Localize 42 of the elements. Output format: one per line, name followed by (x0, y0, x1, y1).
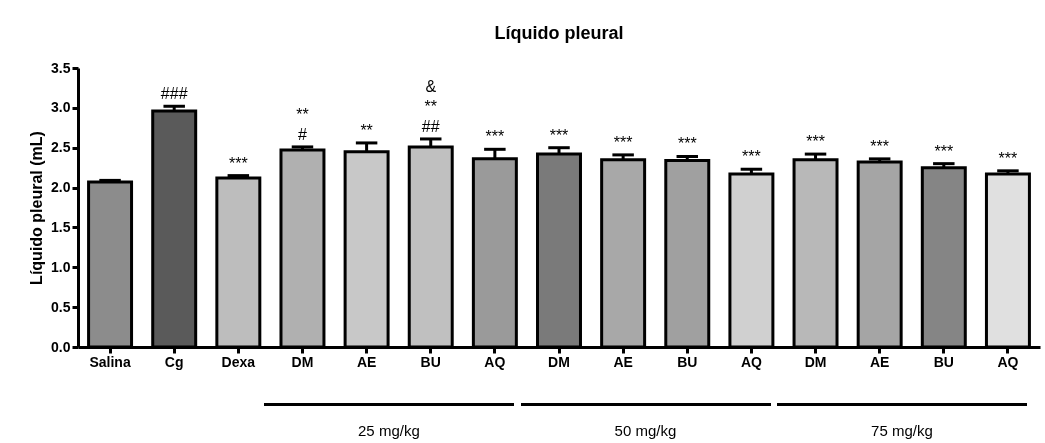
x-tick-label: Salina (89, 353, 131, 370)
data-label: *** (806, 133, 825, 151)
y-tick-label: 1.5 (51, 218, 71, 235)
chart-title: Líquido pleural (494, 23, 624, 43)
x-tick-label: Dexa (221, 353, 256, 370)
data-label: ** # (296, 105, 309, 143)
y-tick-label: 2.5 (51, 139, 71, 156)
text: 25 mg/kg (358, 422, 420, 439)
y-tick-label: 2.0 (51, 179, 71, 196)
y-tick-label: 3.5 (51, 59, 71, 76)
data-label: *** (677, 135, 697, 153)
data-label: ** (360, 121, 373, 139)
x-tick-label: AE (869, 353, 890, 370)
y-tick-label: 0.0 (51, 338, 71, 355)
y-axis-title: Líquido pleural (mL) (28, 131, 46, 285)
y-tick-label: 1.0 (51, 258, 71, 275)
x-tick-label: AE (613, 353, 633, 370)
x-tick-label: AQ (740, 353, 763, 370)
x-tick-label: Cg (164, 353, 184, 370)
data-label: & ** ## (421, 77, 440, 135)
data-label: *** (485, 128, 505, 146)
data-label: *** (613, 133, 633, 151)
y-tick-label: 3.0 (51, 99, 71, 116)
text: 50 mg/kg (614, 422, 677, 439)
data-label: ### (160, 85, 188, 103)
x-tick-label: DM (291, 353, 314, 370)
x-tick-label: BU (933, 353, 954, 370)
data-label: *** (742, 148, 761, 166)
data-label: *** (870, 137, 890, 155)
x-tick-label: AQ (484, 353, 506, 370)
x-tick-label: DM (548, 353, 570, 370)
y-tick-label: 0.5 (51, 298, 71, 315)
data-label: *** (228, 154, 248, 172)
x-tick-label: BU (420, 353, 441, 370)
data-label: *** (549, 126, 569, 144)
x-tick-label: AE (356, 353, 377, 370)
data-label: *** (934, 142, 954, 160)
x-tick-label: DM (804, 353, 827, 370)
data-label: *** (998, 149, 1018, 167)
x-tick-label: BU (677, 353, 698, 370)
text: 75 mg/kg (871, 422, 933, 439)
x-tick-label: AQ (997, 353, 1019, 370)
